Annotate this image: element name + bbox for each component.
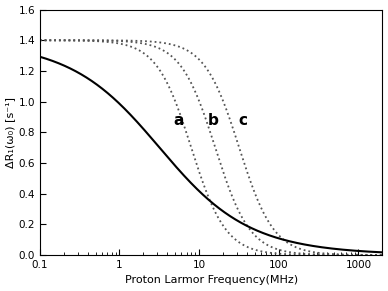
Text: b: b xyxy=(208,113,218,127)
Y-axis label: ΔR₁(ω₀) [s⁻¹]: ΔR₁(ω₀) [s⁻¹] xyxy=(5,97,16,168)
Text: a: a xyxy=(173,113,184,127)
Text: c: c xyxy=(238,113,247,127)
X-axis label: Proton Larmor Frequency(MHz): Proton Larmor Frequency(MHz) xyxy=(125,276,298,285)
